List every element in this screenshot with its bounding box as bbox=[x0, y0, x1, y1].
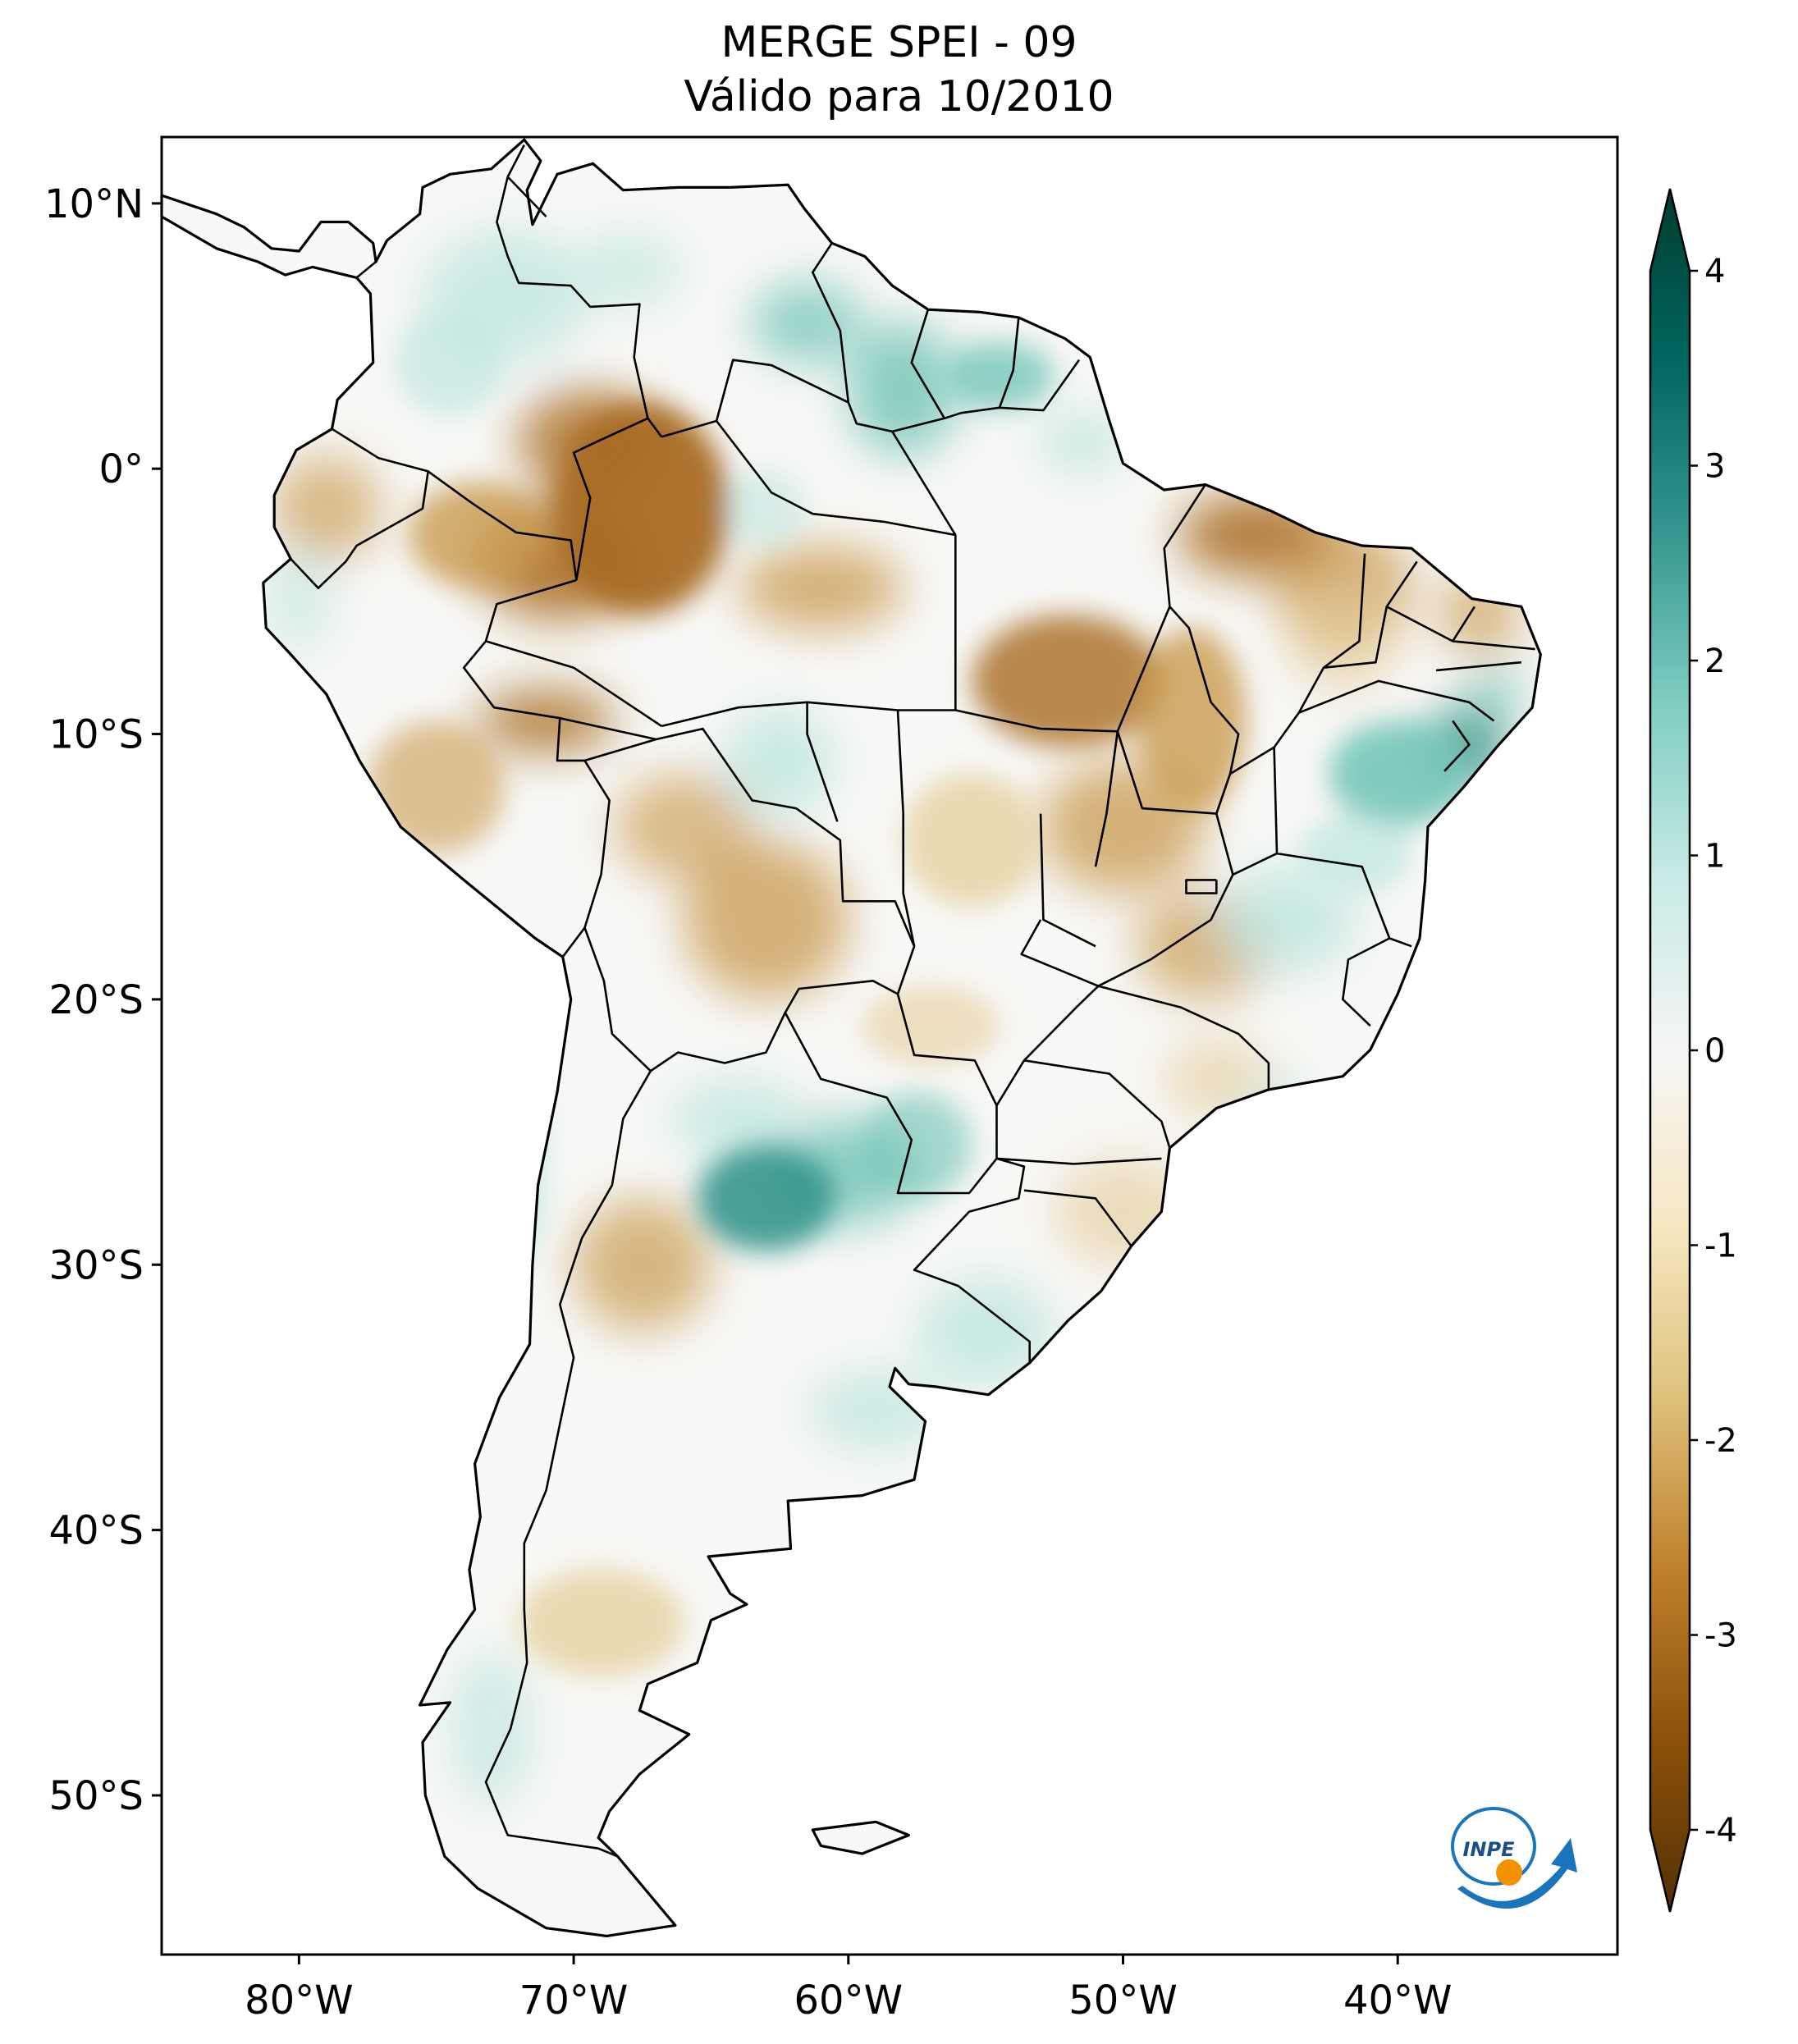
spei-anomaly-region bbox=[1466, 667, 1521, 721]
map-frame bbox=[160, 135, 1619, 1956]
spei-anomaly-region bbox=[725, 469, 807, 549]
spei-anomaly-region bbox=[263, 548, 335, 655]
lat-tick-label: 0° bbox=[98, 446, 144, 492]
spei-anomaly-region bbox=[409, 482, 547, 588]
spei-anomaly-region bbox=[1219, 867, 1357, 973]
spei-anomaly-region bbox=[1037, 410, 1126, 474]
lon-tick-label: 70°W bbox=[519, 1978, 629, 2023]
logo-orbit-icon bbox=[1451, 1807, 1536, 1886]
colorbar-tick-label: -1 bbox=[1704, 1228, 1737, 1265]
spei-anomaly-region bbox=[945, 341, 1055, 410]
colorbar: 4 3 2 1 0 -1 -2 -3 -4 bbox=[1649, 188, 1737, 1913]
lon-tick-label: 50°W bbox=[1068, 1978, 1178, 2023]
spei-anomaly-region bbox=[477, 688, 615, 753]
coastlines-borders bbox=[160, 138, 1542, 1937]
coastline-falklands bbox=[811, 1820, 910, 1855]
logo-sun-icon bbox=[1496, 1859, 1522, 1886]
spei-anomaly-region bbox=[752, 282, 862, 363]
spei-anomaly-region bbox=[574, 230, 684, 310]
inpe-logo: INPE bbox=[1451, 1807, 1577, 1909]
spei-anomaly-region bbox=[903, 774, 1041, 907]
spei-anomaly-region bbox=[917, 1278, 1055, 1384]
lat-tick-label: 10°S bbox=[48, 712, 144, 758]
colorbar-tick-label: 3 bbox=[1704, 448, 1725, 486]
spei-anomaly-region bbox=[697, 1145, 835, 1252]
colorbar-tick-label: 4 bbox=[1704, 253, 1725, 290]
spei-anomaly-region bbox=[554, 402, 730, 615]
colorbar-tick-label: -3 bbox=[1704, 1617, 1737, 1655]
country-state-borders bbox=[290, 144, 1535, 1858]
spei-anomaly-region bbox=[738, 546, 904, 631]
lat-tick-label: 20°S bbox=[48, 977, 144, 1023]
colorbar-body bbox=[1649, 188, 1691, 1913]
spei-anomaly-region bbox=[271, 455, 382, 562]
spei-anomaly-region bbox=[395, 309, 506, 416]
colorbar-tick-label: -4 bbox=[1704, 1812, 1737, 1850]
logo-text: INPE bbox=[1463, 1838, 1516, 1861]
spei-anomaly-region bbox=[1302, 813, 1411, 894]
colorbar-tick-label: 2 bbox=[1704, 642, 1725, 680]
lon-tick-label: 80°W bbox=[245, 1978, 354, 2023]
spei-anomaly-region bbox=[1329, 720, 1466, 827]
spei-anomaly-region bbox=[519, 1570, 684, 1676]
coastline bbox=[160, 138, 1542, 1937]
spei-anomaly-region bbox=[725, 707, 835, 814]
colorbar-ticks: 4 3 2 1 0 -1 -2 -3 -4 bbox=[1690, 253, 1737, 1850]
spei-anomaly-region bbox=[1137, 628, 1247, 814]
colorbar-tick-label: 0 bbox=[1704, 1032, 1725, 1070]
spei-anomaly-region bbox=[972, 615, 1164, 748]
spei-anomaly-region bbox=[615, 774, 753, 880]
latitude-axis: 10°N 0° 10°S 20°S 30°S 40°S 50°S bbox=[44, 181, 162, 1819]
spei-anomaly-region bbox=[450, 1649, 533, 1809]
map-subtitle: Válido para 10/2010 bbox=[684, 72, 1114, 121]
spei-anomaly-region bbox=[684, 839, 849, 999]
spei-anomaly-region bbox=[862, 985, 1000, 1066]
lat-tick-label: 10°N bbox=[44, 181, 144, 227]
spei-anomaly-region bbox=[1288, 588, 1398, 695]
colorbar-tick-label: 1 bbox=[1704, 838, 1725, 876]
lat-tick-label: 50°S bbox=[48, 1773, 144, 1819]
lat-tick-label: 40°S bbox=[48, 1508, 144, 1554]
lat-tick-label: 30°S bbox=[48, 1242, 144, 1288]
colorbar-tick-label: -2 bbox=[1704, 1422, 1737, 1460]
lon-tick-label: 40°W bbox=[1343, 1978, 1453, 2023]
longitude-axis: 80°W 70°W 60°W 50°W 40°W bbox=[245, 1955, 1452, 2023]
spei-anomaly-region bbox=[368, 720, 506, 853]
map-title: MERGE SPEI - 09 bbox=[721, 18, 1077, 67]
spei-anomaly-region bbox=[574, 1198, 711, 1332]
spei-anomaly-region bbox=[670, 1078, 807, 1159]
lon-tick-label: 60°W bbox=[794, 1978, 904, 2023]
spei-anomaly-region bbox=[848, 322, 958, 455]
logo-arrow-icon bbox=[1457, 1838, 1577, 1909]
spei-anomaly-region bbox=[862, 1092, 972, 1199]
